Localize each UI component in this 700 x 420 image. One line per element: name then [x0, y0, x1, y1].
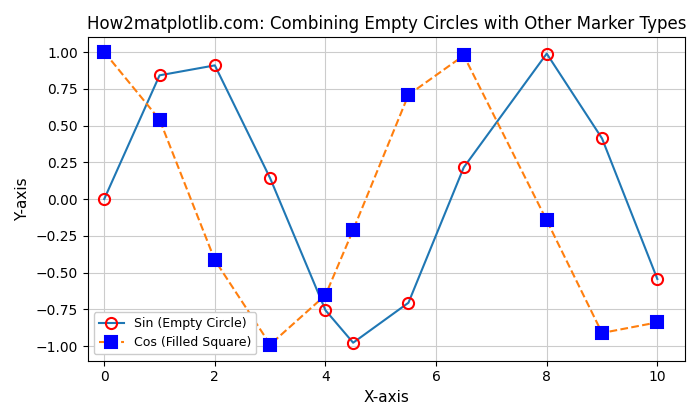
Cos (Filled Square) — [100, 50, 108, 55]
Cos (Filled Square) — [321, 293, 330, 298]
Sin (Empty Circle) — [155, 73, 164, 78]
Title: How2matplotlib.com: Combining Empty Circles with Other Marker Types: How2matplotlib.com: Combining Empty Circ… — [87, 15, 686, 33]
Legend: Sin (Empty Circle), Cos (Filled Square): Sin (Empty Circle), Cos (Filled Square) — [94, 312, 256, 354]
Sin (Empty Circle) — [349, 340, 357, 345]
Line: Sin (Empty Circle): Sin (Empty Circle) — [99, 48, 663, 348]
Cos (Filled Square) — [266, 342, 274, 347]
X-axis label: X-axis: X-axis — [363, 390, 410, 405]
Cos (Filled Square) — [349, 228, 357, 233]
Sin (Empty Circle) — [100, 197, 108, 202]
Sin (Empty Circle) — [598, 136, 606, 141]
Sin (Empty Circle) — [405, 300, 413, 305]
Cos (Filled Square) — [211, 258, 219, 263]
Sin (Empty Circle) — [321, 308, 330, 313]
Sin (Empty Circle) — [460, 165, 468, 170]
Cos (Filled Square) — [542, 218, 551, 223]
Y-axis label: Y-axis: Y-axis — [15, 177, 30, 221]
Line: Cos (Filled Square): Cos (Filled Square) — [99, 47, 663, 350]
Sin (Empty Circle) — [211, 63, 219, 68]
Cos (Filled Square) — [155, 117, 164, 122]
Cos (Filled Square) — [598, 331, 606, 336]
Sin (Empty Circle) — [542, 51, 551, 56]
Sin (Empty Circle) — [653, 276, 662, 281]
Cos (Filled Square) — [405, 92, 413, 97]
Cos (Filled Square) — [460, 53, 468, 58]
Sin (Empty Circle) — [266, 176, 274, 181]
Cos (Filled Square) — [653, 320, 662, 325]
